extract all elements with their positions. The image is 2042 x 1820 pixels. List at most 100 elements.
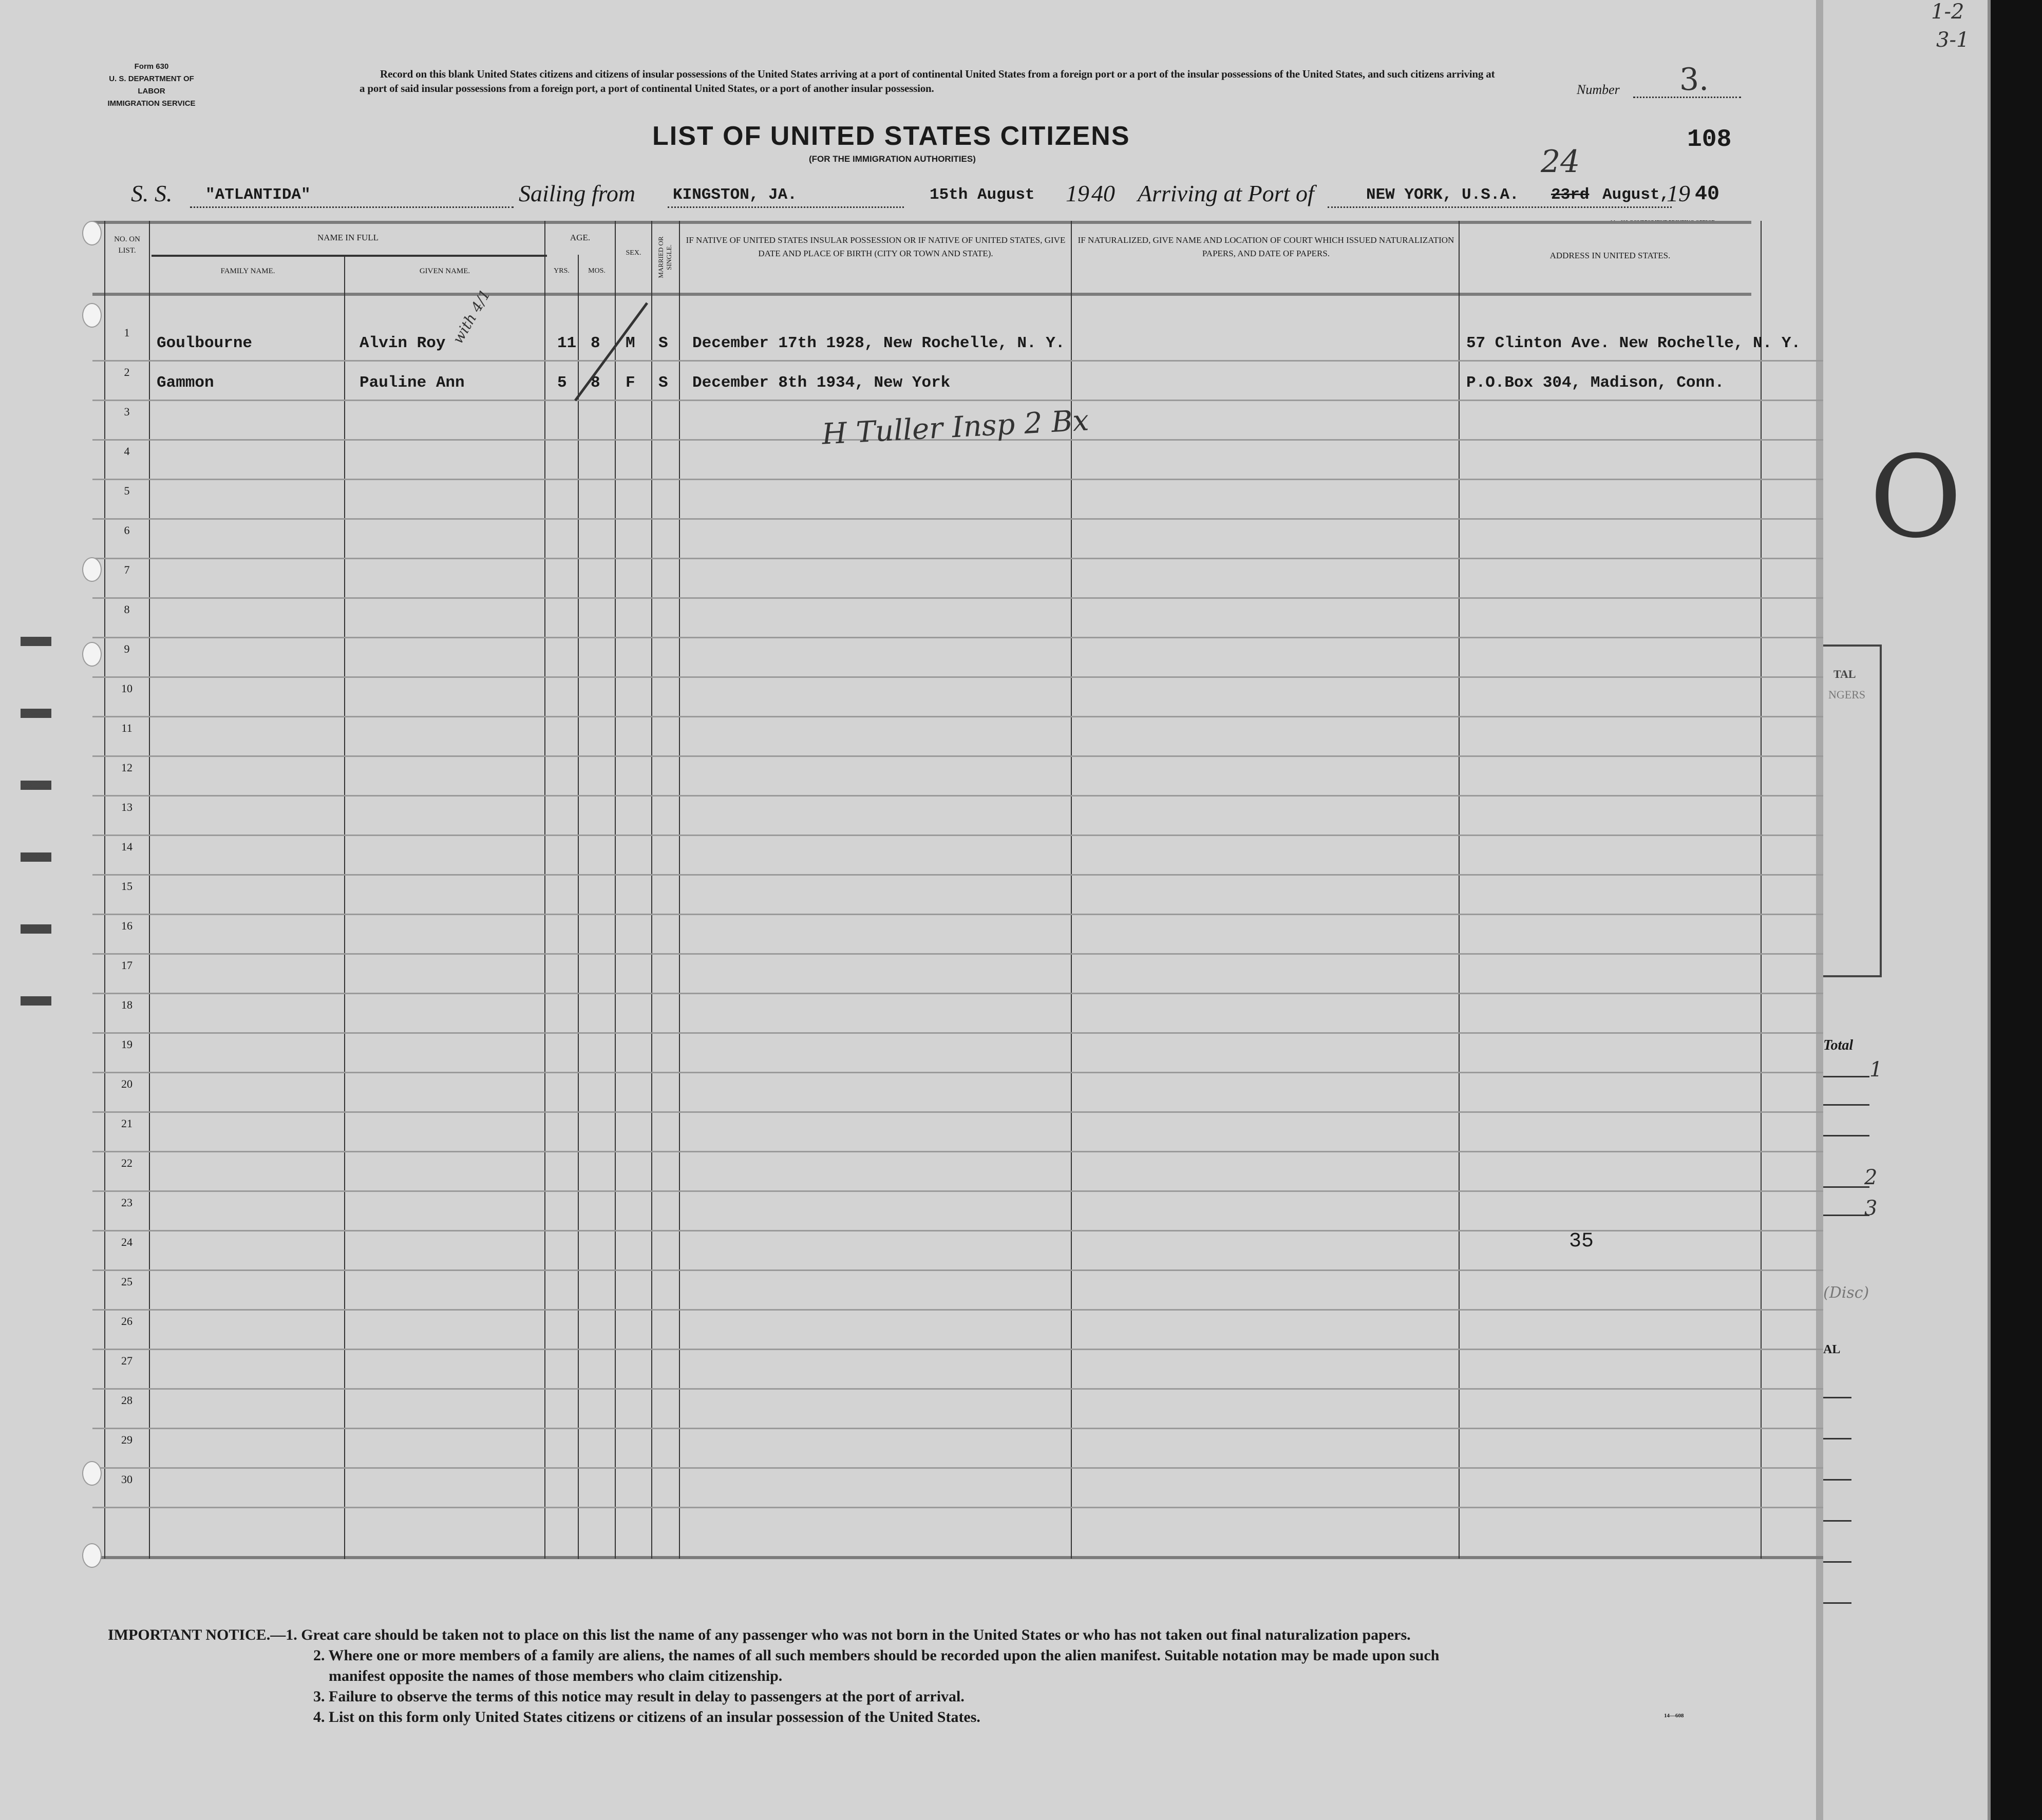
row-rule [92, 716, 1823, 717]
instructions: Record on this blank United States citiz… [360, 68, 1495, 94]
ss-label: S. S. [131, 180, 173, 206]
row-number: 23 [121, 1196, 133, 1209]
underlying-page: TAL NGERS Total 1 2 3 (Disc) AL 1-2 3-1 … [1823, 0, 1991, 1820]
sailing-port: KINGSTON, JA. [673, 186, 797, 204]
header-name-in-full: Name in Full [317, 233, 379, 242]
manifest-form: Form 630 U. S. DEPARTMENT OF LABOR IMMIG… [0, 0, 1823, 1820]
check-slash-mark [574, 302, 649, 402]
row-number: 24 [121, 1236, 133, 1248]
row-rule [92, 1269, 1823, 1271]
page-subtitle: (FOR THE IMMIGRATION AUTHORITIES) [809, 154, 976, 164]
sex-cell: F [626, 374, 635, 392]
total-value: 1 [1869, 1058, 1883, 1082]
row-number: 22 [121, 1157, 133, 1169]
row-rule [92, 1428, 1823, 1429]
row-rule [92, 1032, 1823, 1034]
header-naturalized: If naturalized, give name and location o… [1077, 235, 1454, 258]
row-number: 26 [121, 1315, 133, 1328]
arrival-day-struck: 23rd [1551, 186, 1590, 204]
row-number: 13 [121, 801, 133, 813]
arrival-day-handwritten: 24 [1541, 144, 1580, 180]
arriving-label: Arriving at Port of [1138, 180, 1314, 206]
notice-item: 4. List on this form only United States … [313, 1709, 980, 1726]
given-name-cell: Alvin Roy [360, 334, 446, 352]
header-age: Age. [570, 233, 591, 242]
row-rule [92, 676, 1823, 678]
row-number: 8 [124, 603, 130, 616]
age-months-cell: 8 [591, 334, 600, 352]
row-rule [92, 835, 1823, 836]
sailing-date: 15th August [930, 186, 1035, 204]
notice-item: IMPORTANT NOTICE.—1. Great care should b… [108, 1625, 1411, 1645]
header-birth: If native of United States insular posse… [686, 235, 1066, 258]
row-rule [92, 360, 1823, 362]
row-rule [92, 518, 1823, 520]
notice-item: 3. Failure to observe the terms of this … [313, 1688, 965, 1705]
bleed-through-lettering [21, 637, 51, 1037]
header-given-name: Given Name. [419, 267, 470, 275]
row-number: 16 [121, 919, 133, 932]
total-value: 2 [1864, 1166, 1878, 1189]
row-rule [92, 1190, 1823, 1192]
header-no: No. on List. [114, 235, 140, 255]
row-rule [92, 914, 1823, 915]
margin-note: 3-1 [1936, 28, 1970, 52]
stamp-box [1823, 644, 1882, 977]
row-number: 19 [121, 1038, 133, 1051]
row-rule [92, 1349, 1823, 1350]
birth-cell: December 17th 1928, New Rochelle, N. Y. [692, 334, 1065, 352]
family-name-cell: Goulbourne [157, 334, 253, 352]
row-rule [92, 1230, 1823, 1231]
stamp-number: 35 [1569, 1230, 1594, 1253]
row-number: 14 [121, 840, 133, 853]
row-number: 27 [121, 1354, 133, 1367]
row-number: 17 [121, 959, 133, 972]
row-rule [92, 1467, 1823, 1469]
marital-status-cell: S [658, 334, 668, 352]
arrival-year-prefix: 19 [1667, 180, 1690, 206]
row-number: 1 [124, 326, 130, 339]
header-married: Married or Single. [657, 236, 673, 278]
row-number: 5 [124, 484, 130, 497]
sailing-year: 40 [1091, 180, 1115, 206]
fragment-label: AL [1823, 1343, 1841, 1356]
sailing-label: Sailing from [519, 180, 636, 206]
row-rule [92, 993, 1823, 994]
birth-cell: December 8th 1934, New York [692, 374, 951, 392]
row-rule [92, 755, 1823, 757]
page-number: 108 [1687, 126, 1732, 154]
row-rule [92, 400, 1823, 401]
row-number: 6 [124, 524, 130, 537]
row-rule [92, 953, 1823, 955]
header-sex: Sex. [626, 249, 641, 257]
sailing-year-prefix: 19 [1066, 180, 1089, 206]
row-rule [92, 1111, 1823, 1113]
row-number: 9 [124, 642, 130, 655]
row-number: 28 [121, 1394, 133, 1407]
page-title: LIST OF UNITED STATES CITIZENS [652, 121, 1130, 151]
number-value: 3. [1679, 62, 1709, 98]
scan-edge [1991, 0, 2042, 1820]
notice-item: 2. Where one or more members of a family… [313, 1647, 1440, 1664]
number-label: Number [1577, 82, 1620, 97]
row-number: 3 [124, 405, 130, 418]
row-number: 21 [121, 1117, 133, 1130]
form-number: Form 630 [134, 62, 169, 71]
row-rule [92, 874, 1823, 876]
row-rule [92, 1309, 1823, 1311]
sex-cell: M [626, 334, 635, 352]
row-rule [92, 795, 1823, 797]
arrival-month: August, [1602, 186, 1670, 204]
age-years-cell: 5 [557, 374, 567, 392]
age-years-cell: 11 [557, 334, 577, 352]
notice-lead: IMPORTANT NOTICE.— [108, 1626, 286, 1643]
header-mos: Mos. [588, 267, 606, 275]
row-number: 15 [121, 880, 133, 893]
arrival-year: 40 [1695, 183, 1720, 206]
notice-text: 1. Great care should be taken not to pla… [286, 1626, 1411, 1643]
department: U. S. DEPARTMENT OF LABOR [109, 74, 194, 96]
row-number: 7 [124, 563, 130, 576]
address-cell: 57 Clinton Ave. New Rochelle, N. Y. [1466, 334, 1801, 352]
header-yrs: Yrs. [554, 267, 570, 275]
row-number: 4 [124, 445, 130, 458]
